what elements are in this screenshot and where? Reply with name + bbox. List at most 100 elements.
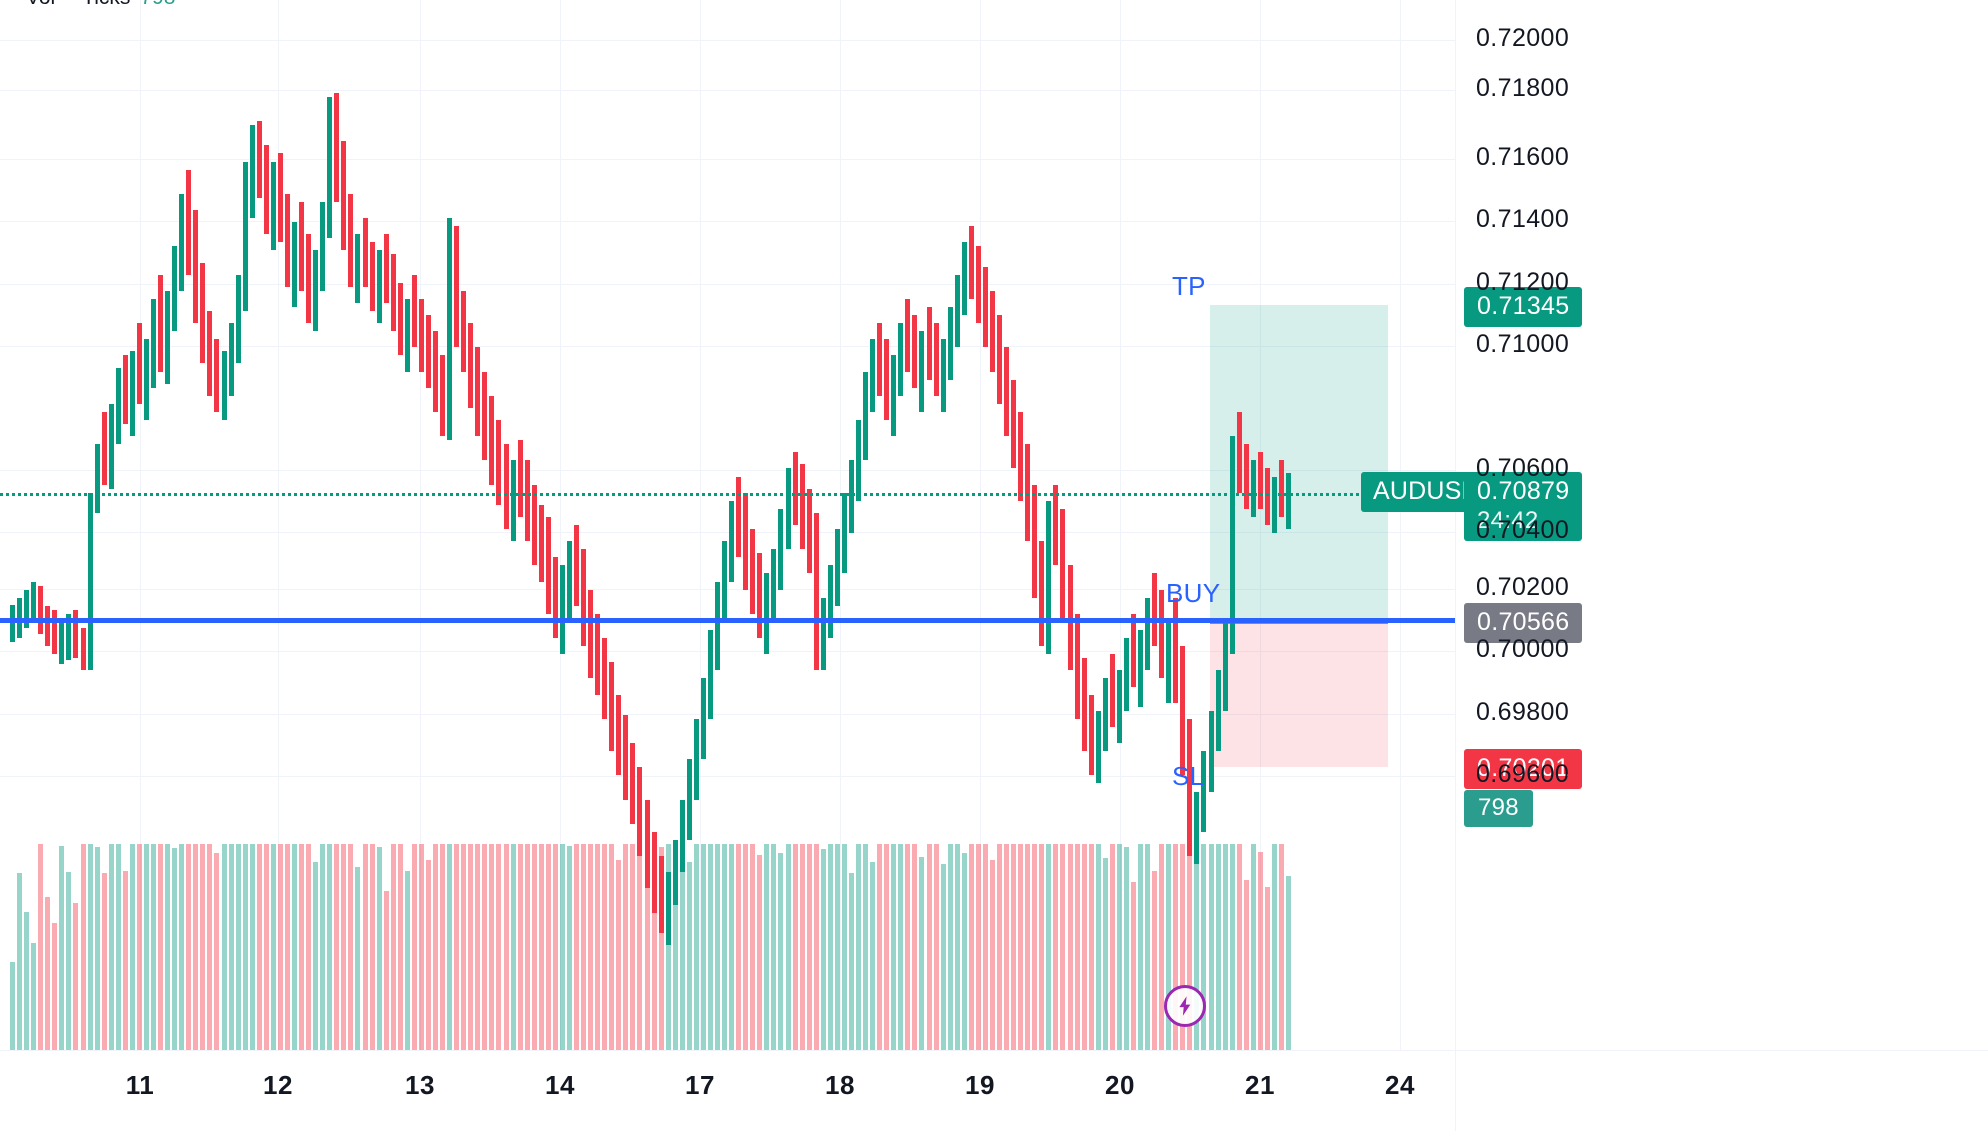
volume-bar (771, 844, 777, 1050)
volume-bar (891, 844, 897, 1050)
time-gridline (1400, 0, 1401, 1050)
volume-bar (390, 844, 396, 1050)
candle (1271, 476, 1277, 534)
volume-bar (898, 844, 904, 1050)
stop-loss-price-badge[interactable]: 0.70201 (1464, 748, 1583, 790)
candle (771, 549, 777, 622)
volume-bar (468, 844, 474, 1050)
candle (24, 589, 30, 628)
volume-bar (707, 844, 713, 1050)
candle (461, 290, 467, 372)
lightning-bolt-icon[interactable] (1164, 985, 1206, 1027)
volume-bar (637, 844, 643, 1050)
take-profit-price-badge[interactable]: 0.71345 (1464, 286, 1583, 328)
volume-bar (686, 861, 692, 1050)
candle (1004, 347, 1010, 437)
candle (1138, 630, 1143, 707)
candle (856, 420, 861, 501)
volume-bar (778, 853, 784, 1050)
candle (404, 298, 410, 372)
volume-bar (644, 844, 650, 1050)
candle (905, 298, 911, 372)
volume-bar (1264, 887, 1270, 1050)
volume-bar (1243, 880, 1249, 1050)
volume-bar (616, 859, 622, 1050)
candle (602, 638, 608, 719)
chart-legend[interactable]: Vol · Ticks 798 (26, 0, 175, 10)
volume-bar (228, 844, 234, 1050)
candle (630, 743, 636, 824)
volume-bar (961, 853, 967, 1050)
volume-bar (588, 844, 594, 1050)
volume-bar (884, 844, 890, 1050)
stop-loss-zone[interactable] (1210, 619, 1388, 767)
time-gridline (980, 0, 981, 1050)
candle (1018, 411, 1024, 501)
volume-bar (1279, 844, 1284, 1050)
volume-bar (256, 844, 262, 1050)
candle (341, 141, 347, 251)
volume-bar (856, 844, 861, 1050)
candle (651, 831, 657, 913)
volume-bar (143, 844, 149, 1050)
time-axis[interactable]: 11 12 13 14 17 18 19 20 21 24 (0, 1050, 1988, 1131)
entry-price-line[interactable] (0, 617, 1455, 623)
volume-bar (52, 923, 58, 1050)
candle (129, 351, 135, 437)
entry-price-badge[interactable]: 0.70566 (1464, 602, 1583, 643)
time-gridline (1120, 0, 1121, 1050)
volume-bar (1116, 844, 1122, 1050)
volume-bar (341, 844, 347, 1050)
candle (1166, 617, 1172, 703)
volume-bar (933, 844, 939, 1050)
volume-bar (1102, 857, 1108, 1050)
volume-bar (1215, 844, 1221, 1050)
volume-bar (17, 872, 23, 1050)
candle (292, 222, 297, 307)
candle (80, 627, 86, 671)
bar-countdown: 24:42 (1477, 506, 1539, 534)
volume-bar (1109, 844, 1115, 1050)
volume-value-badge[interactable]: 798 (1464, 790, 1533, 827)
candle (1109, 654, 1115, 727)
chart-plot-area[interactable]: TP BUY SL (0, 0, 1455, 1050)
volume-bar (263, 844, 269, 1050)
candle (1095, 710, 1101, 784)
volume-bar (45, 896, 51, 1050)
buy-label[interactable]: BUY (1166, 577, 1221, 608)
price-axis-tick: 0.70200 (1476, 573, 1570, 601)
last-price-badge[interactable]: 0.70879 24:42 (1464, 472, 1583, 541)
volume-bar (926, 844, 932, 1050)
candle (595, 613, 601, 695)
volume-bar (404, 871, 410, 1050)
volume-bar (1208, 844, 1214, 1050)
candle (947, 306, 953, 380)
volume-bar (1123, 846, 1129, 1050)
price-gridline (0, 651, 1455, 652)
volume-bar (31, 943, 37, 1050)
volume-bar (425, 860, 431, 1050)
volume-bar (997, 844, 1002, 1050)
volume-bar (947, 844, 953, 1050)
time-gridline (140, 0, 141, 1050)
volume-bar (799, 844, 805, 1050)
volume-bar (1194, 849, 1200, 1050)
volume-bar (863, 844, 869, 1050)
candle (989, 290, 995, 372)
volume-bar (1138, 844, 1143, 1050)
candle (94, 444, 100, 513)
candle (581, 549, 587, 647)
tp-label[interactable]: TP (1172, 270, 1206, 301)
volume-bar (975, 844, 981, 1050)
candle (1074, 613, 1080, 719)
sl-label[interactable]: SL (1172, 760, 1205, 791)
volume-bar (750, 844, 756, 1050)
candle (143, 339, 149, 420)
candle (1222, 621, 1228, 711)
price-axis[interactable]: AUDUSD 0.71345 0.70879 24:42 0.70566 0.7… (1361, 0, 1988, 1050)
candle (609, 662, 615, 752)
candle (1123, 638, 1129, 711)
price-axis-tick: 0.70000 (1476, 635, 1570, 663)
candle (658, 856, 664, 933)
candle (778, 508, 784, 590)
